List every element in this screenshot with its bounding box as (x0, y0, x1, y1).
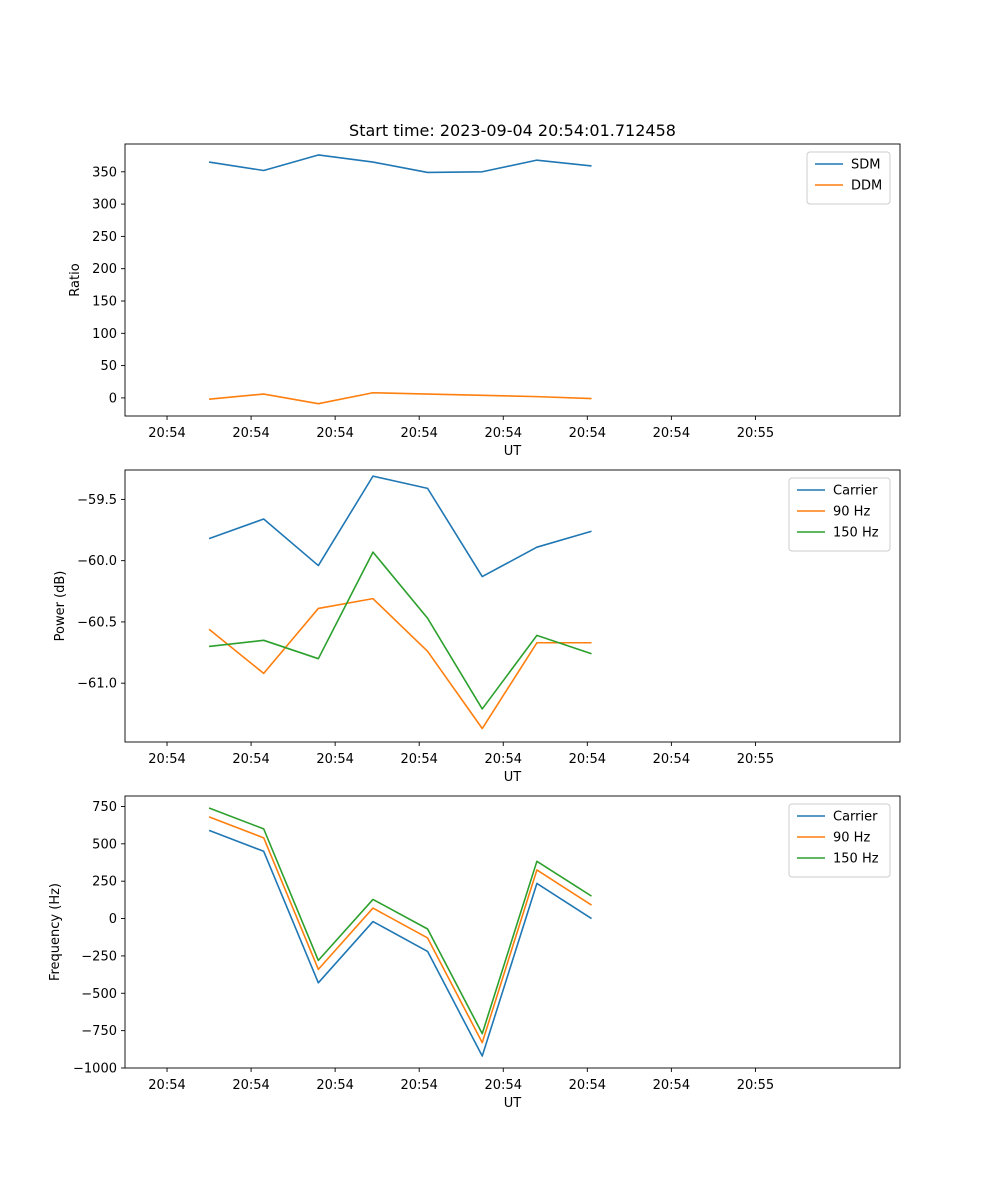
frequency-y-tick-label: 750 (92, 800, 117, 815)
ratio-x-tick-label: 20:54 (400, 426, 437, 441)
power-y-axis-label: Power (dB) (53, 571, 68, 642)
frequency-y-tick-label: −750 (81, 1024, 117, 1039)
figure-title: Start time: 2023-09-04 20:54:01.712458 (349, 121, 676, 140)
frequency-series-90-hz-line (208, 816, 592, 1044)
frequency-legend-label: 90 Hz (833, 831, 870, 846)
frequency-x-tick-label: 20:54 (569, 1078, 606, 1093)
power-x-axis-label: UT (504, 770, 522, 785)
ratio-axes-frame (124, 143, 901, 417)
ratio-legend-box (806, 151, 891, 205)
ratio-series-sdm-line (208, 154, 592, 174)
ratio-chart-panel: 20:54 20:54 20:54 20:54 20:54 20:54 20:54 20:55… (68, 143, 901, 459)
power-y-tick-label: −60.0 (77, 554, 117, 569)
power-x-tick-label: 20:54 (485, 752, 522, 767)
ratio-x-axis-label: UT (504, 444, 522, 459)
frequency-y-tick-label: −500 (81, 987, 117, 1002)
ratio-x-tick-label: 20:54 (148, 426, 185, 441)
frequency-legend-label: 150 Hz (833, 852, 879, 867)
frequency-y-tick-label: −1000 (73, 1062, 117, 1077)
ratio-y-tick-label: 0 (109, 391, 117, 406)
frequency-x-axis-label: UT (504, 1096, 522, 1111)
power-chart-panel: 20:54 20:54 20:54 20:54 20:54 20:54 20:54 20:55… (53, 469, 901, 785)
frequency-series-150-hz-line (208, 807, 592, 1035)
frequency-y-axis-label: Frequency (Hz) (48, 883, 63, 981)
power-series-150-hz-line (208, 551, 592, 710)
ratio-x-tick-label: 20:54 (316, 426, 353, 441)
ratio-y-tick-label: 200 (92, 262, 117, 277)
ratio-x-tick-label: 20:54 (653, 426, 690, 441)
ratio-y-tick-label: 250 (92, 230, 117, 245)
ratio-series-ddm-line (208, 391, 592, 405)
frequency-x-tick-label: 20:54 (232, 1078, 269, 1093)
frequency-x-tick-label: 20:54 (485, 1078, 522, 1093)
ratio-y-axis-label: Ratio (68, 263, 83, 296)
power-x-tick-label: 20:54 (400, 752, 437, 767)
power-series-carrier-line (208, 475, 592, 578)
ratio-x-tick-label: 20:54 (569, 426, 606, 441)
ratio-y-tick-label: 350 (92, 165, 117, 180)
power-legend-label: 150 Hz (833, 526, 879, 541)
frequency-chart-panel: 20:54 20:54 20:54 20:54 20:54 20:54 20:54 20:55… (48, 795, 901, 1111)
power-x-tick-label: 20:54 (232, 752, 269, 767)
frequency-y-tick-label: 500 (92, 837, 117, 852)
power-y-tick-label: −59.5 (77, 493, 117, 508)
ratio-x-tick-label: 20:54 (485, 426, 522, 441)
frequency-x-tick-label: 20:54 (316, 1078, 353, 1093)
frequency-y-tick-label: −250 (81, 949, 117, 964)
ratio-y-tick-label: 100 (92, 327, 117, 342)
frequency-legend-label: Carrier (833, 810, 878, 825)
ratio-legend-label: SDM (851, 158, 880, 173)
ratio-y-tick-label: 150 (92, 294, 117, 309)
power-x-tick-label: 20:54 (653, 752, 690, 767)
power-y-tick-label: −61.0 (77, 677, 117, 692)
frequency-y-tick-label: 250 (92, 875, 117, 890)
power-y-tick-label: −60.5 (77, 615, 117, 630)
power-legend: Carrier 90 Hz 150 Hz (788, 477, 891, 552)
ratio-x-tick-label: 20:54 (232, 426, 269, 441)
power-x-tick-label: 20:54 (148, 752, 185, 767)
ratio-legend-label: DDM (851, 179, 882, 194)
power-series-90-hz-line (208, 597, 592, 730)
ratio-x-tick-label: 20:55 (737, 426, 774, 441)
power-axes-frame (124, 469, 901, 743)
power-legend-label: Carrier (833, 484, 878, 499)
frequency-x-tick-label: 20:54 (400, 1078, 437, 1093)
frequency-series-carrier-line (208, 829, 592, 1057)
frequency-x-tick-label: 20:55 (737, 1078, 774, 1093)
ratio-y-tick-label: 300 (92, 198, 117, 213)
power-legend-label: 90 Hz (833, 505, 870, 520)
power-x-tick-label: 20:54 (316, 752, 353, 767)
ratio-legend: SDM DDM (806, 151, 891, 205)
frequency-legend: Carrier 90 Hz 150 Hz (788, 803, 891, 878)
frequency-x-tick-label: 20:54 (148, 1078, 185, 1093)
frequency-x-tick-label: 20:54 (653, 1078, 690, 1093)
power-x-tick-label: 20:55 (737, 752, 774, 767)
power-x-tick-label: 20:54 (569, 752, 606, 767)
frequency-axes-frame (124, 795, 901, 1069)
ratio-y-tick-label: 50 (100, 359, 117, 374)
frequency-y-tick-label: 0 (109, 912, 117, 927)
